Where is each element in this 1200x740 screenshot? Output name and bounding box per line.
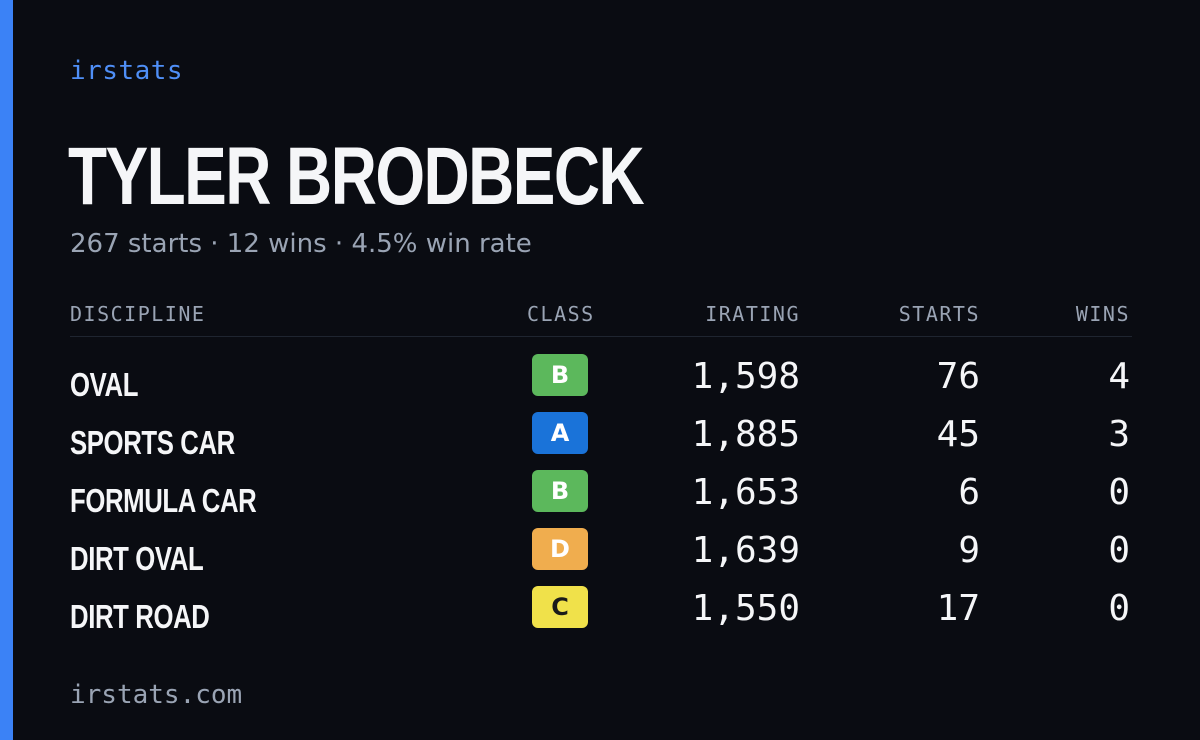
- class-badge: A: [532, 412, 588, 454]
- table-row: DIRT ROAD C 1,550 17 0: [70, 586, 1132, 644]
- discipline-name: SPORTS CAR: [70, 424, 235, 461]
- irating-value: 1,885: [691, 414, 800, 455]
- header-discipline: DISCIPLINE: [70, 302, 206, 326]
- wins-value: 0: [1108, 472, 1130, 513]
- discipline-name: FORMULA CAR: [70, 482, 257, 519]
- starts-value: 9: [958, 530, 980, 571]
- table-header: DISCIPLINE CLASS IRATING STARTS WINS: [70, 298, 1132, 337]
- starts-value: 6: [958, 472, 980, 513]
- driver-summary: 267 starts · 12 wins · 4.5% win rate: [70, 229, 532, 259]
- irating-value: 1,550: [691, 588, 800, 629]
- wins-value: 4: [1108, 356, 1130, 397]
- starts-value: 76: [936, 356, 980, 397]
- wins-value: 0: [1108, 530, 1130, 571]
- class-badge: C: [532, 586, 588, 628]
- wins-value: 3: [1108, 414, 1130, 455]
- irating-value: 1,639: [691, 530, 800, 571]
- table-row: FORMULA CAR B 1,653 6 0: [70, 470, 1132, 528]
- accent-bar: [0, 0, 13, 740]
- irating-value: 1,598: [691, 356, 800, 397]
- table-row: OVAL B 1,598 76 4: [70, 354, 1132, 412]
- driver-name: TYLER BRODBECK: [68, 131, 645, 222]
- class-badge: D: [532, 528, 588, 570]
- class-badge: B: [532, 354, 588, 396]
- irating-value: 1,653: [691, 472, 800, 513]
- footer-url: irstats.com: [70, 680, 243, 710]
- header-starts: STARTS: [898, 302, 980, 326]
- discipline-name: DIRT ROAD: [70, 598, 210, 635]
- discipline-name: DIRT OVAL: [70, 540, 204, 577]
- brand-logo-text: irstats: [70, 56, 184, 86]
- table-row: DIRT OVAL D 1,639 9 0: [70, 528, 1132, 586]
- starts-value: 17: [936, 588, 980, 629]
- header-class: CLASS: [527, 302, 595, 326]
- header-wins: WINS: [1075, 302, 1130, 326]
- class-badge: B: [532, 470, 588, 512]
- header-irating: IRATING: [705, 302, 800, 326]
- discipline-name: OVAL: [70, 366, 139, 403]
- wins-value: 0: [1108, 588, 1130, 629]
- table-row: SPORTS CAR A 1,885 45 3: [70, 412, 1132, 470]
- starts-value: 45: [936, 414, 980, 455]
- stats-table: DISCIPLINE CLASS IRATING STARTS WINS OVA…: [70, 298, 1132, 635]
